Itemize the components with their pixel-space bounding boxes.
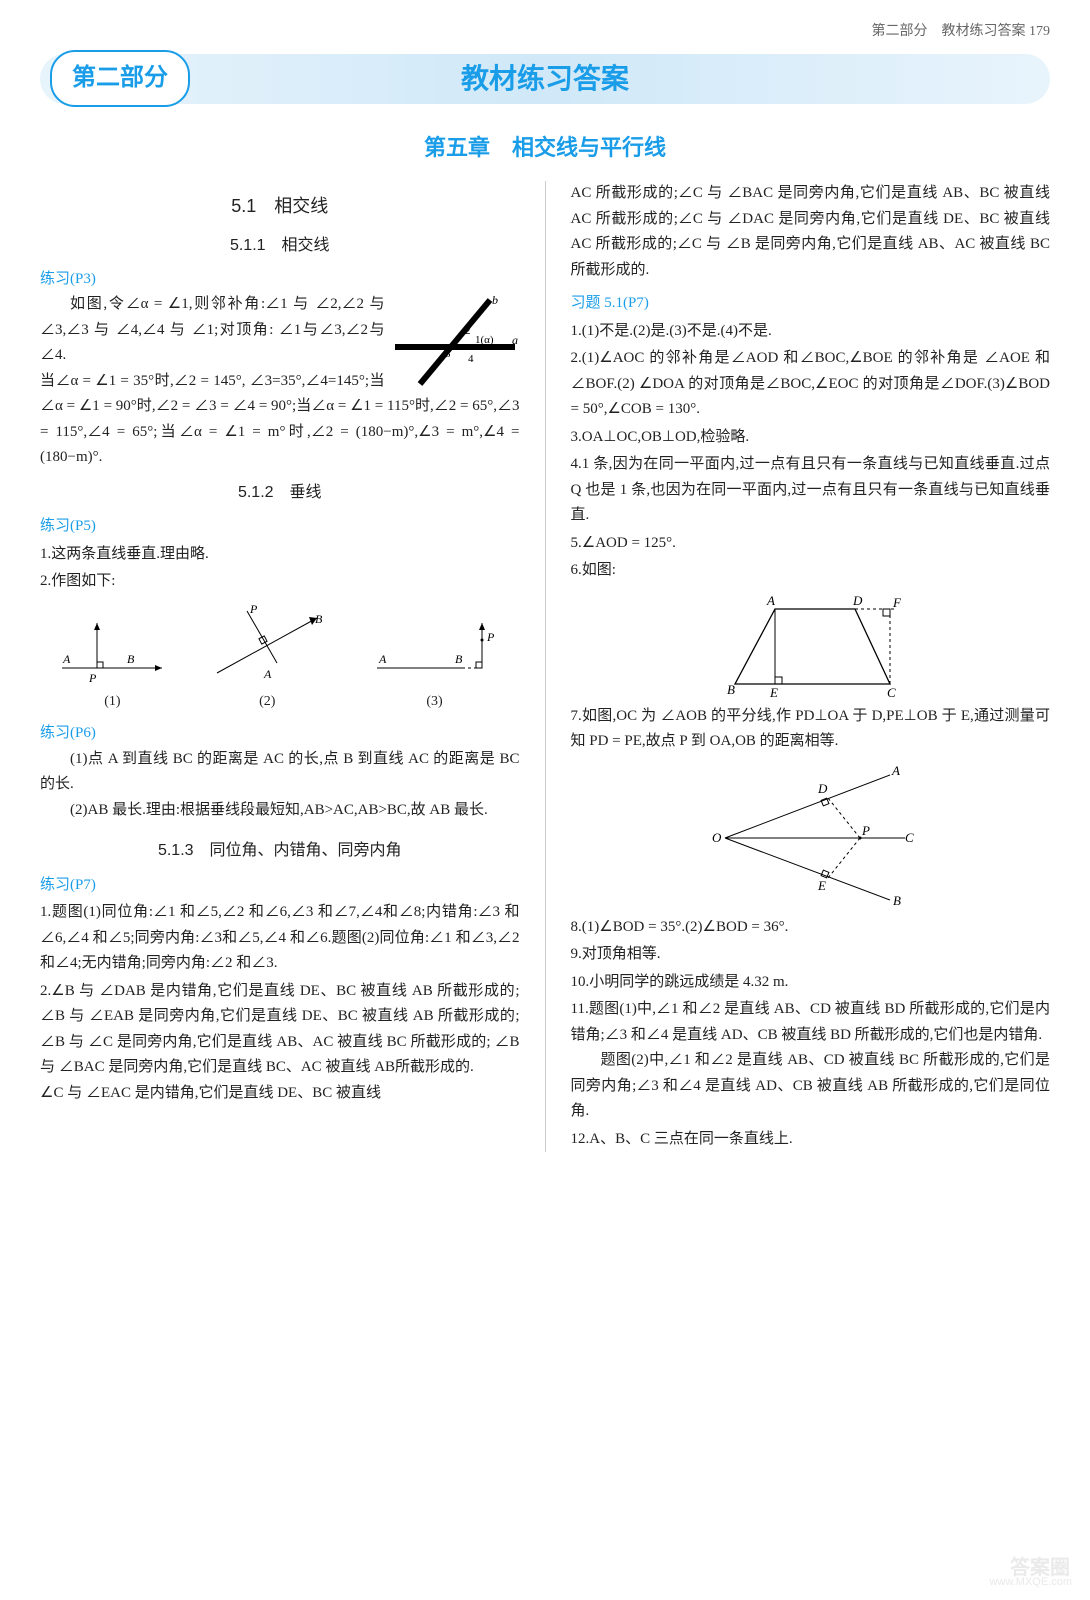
fig1: A P B (1) bbox=[57, 613, 167, 714]
svg-text:C: C bbox=[887, 685, 896, 699]
q11b: 题图(2)中,∠1 和∠2 是直线 AB、CD 被直线 BC 所截形成的,它们是… bbox=[571, 1048, 1051, 1125]
banner-badge: 第二部分 bbox=[50, 50, 190, 107]
svg-text:a: a bbox=[512, 333, 518, 347]
svg-text:B: B bbox=[315, 612, 323, 626]
practice-p5: 练习(P5) bbox=[40, 514, 520, 540]
q7: 7.如图,OC 为 ∠AOB 的平分线,作 PD⊥OA 于 D,PE⊥OB 于 … bbox=[571, 704, 1051, 755]
svg-text:2: 2 bbox=[465, 325, 471, 337]
figure-row: A P B (1) P B A (2) bbox=[40, 603, 520, 714]
banner-title: 教材练习答案 bbox=[461, 55, 629, 103]
p7-2: 2.∠B 与 ∠DAB 是内错角,它们是直线 DE、BC 被直线 AB 所截形成… bbox=[40, 979, 520, 1081]
fig1-label: (1) bbox=[57, 690, 167, 714]
p7-2b: ∠C 与 ∠EAC 是内错角,它们是直线 DE、BC 被直线 bbox=[40, 1081, 520, 1107]
fig3-label: (3) bbox=[367, 690, 502, 714]
q5: 5.∠AOD = 125°. bbox=[571, 531, 1051, 557]
practice-p3: 练习(P3) bbox=[40, 267, 520, 293]
fig3: A B P (3) bbox=[367, 613, 502, 714]
p6-1: (1)点 A 到直线 BC 的距离是 AC 的长,点 B 到直线 AC 的距离是… bbox=[40, 747, 520, 798]
fig2-label: (2) bbox=[202, 690, 332, 714]
q6-figure: A D F B E C bbox=[571, 589, 1051, 699]
svg-text:B: B bbox=[455, 652, 463, 666]
section-5-1-3: 5.1.3 同位角、内错角、同旁内角 bbox=[40, 837, 520, 864]
continuation: AC 所截形成的;∠C 与 ∠BAC 是同旁内角,它们是直线 AB、BC 被直线… bbox=[571, 181, 1051, 283]
p5-item1: 1.这两条直线垂直.理由略. bbox=[40, 542, 520, 568]
left-column: 5.1 相交线 5.1.1 相交线 练习(P3) a b 2 1(α) 3 4 … bbox=[40, 181, 520, 1152]
chapter-title: 第五章 相交线与平行线 bbox=[40, 129, 1050, 166]
banner: 第二部分 教材练习答案 bbox=[40, 54, 1050, 104]
exercise-5-1: 习题 5.1(P7) bbox=[571, 291, 1051, 317]
svg-text:P: P bbox=[249, 603, 258, 616]
svg-text:1(α): 1(α) bbox=[475, 334, 494, 346]
q11a: 11.题图(1)中,∠1 和∠2 是直线 AB、CD 被直线 BD 所截形成的,… bbox=[571, 997, 1051, 1048]
fig2: P B A (2) bbox=[202, 603, 332, 714]
watermark-url: www.MXQE.com bbox=[989, 1573, 1072, 1592]
q2: 2.(1)∠AOC 的邻补角是∠AOD 和∠BOC,∠BOE 的邻补角是 ∠AO… bbox=[571, 346, 1051, 423]
svg-text:E: E bbox=[769, 685, 778, 699]
q10: 10.小明同学的跳远成绩是 4.32 m. bbox=[571, 970, 1051, 996]
svg-text:D: D bbox=[817, 781, 828, 796]
p6-2: (2)AB 最长.理由:根据垂线段最短知,AB>AC,AB>BC,故 AB 最长… bbox=[40, 798, 520, 824]
svg-text:P: P bbox=[861, 823, 870, 838]
svg-text:C: C bbox=[905, 830, 914, 845]
svg-text:B: B bbox=[893, 893, 901, 908]
q9: 9.对顶角相等. bbox=[571, 942, 1051, 968]
svg-text:A: A bbox=[263, 667, 272, 681]
svg-text:O: O bbox=[712, 830, 722, 845]
svg-text:b: b bbox=[492, 293, 498, 307]
right-column: AC 所截形成的;∠C 与 ∠BAC 是同旁内角,它们是直线 AB、BC 被直线… bbox=[571, 181, 1051, 1152]
svg-text:D: D bbox=[852, 593, 863, 608]
svg-text:A: A bbox=[378, 652, 387, 666]
section-5-1-1: 5.1.1 相交线 bbox=[40, 232, 520, 259]
svg-text:A: A bbox=[766, 593, 775, 608]
practice-p6: 练习(P6) bbox=[40, 721, 520, 747]
section-5-1-2: 5.1.2 垂线 bbox=[40, 479, 520, 506]
svg-text:B: B bbox=[127, 652, 135, 666]
q8: 8.(1)∠BOD = 35°.(2)∠BOD = 36°. bbox=[571, 915, 1051, 941]
section-5-1: 5.1 相交线 bbox=[40, 191, 520, 222]
svg-text:P: P bbox=[486, 630, 495, 644]
q7-figure: O A D P C E B bbox=[571, 760, 1051, 910]
practice-p7: 练习(P7) bbox=[40, 873, 520, 899]
column-divider bbox=[545, 181, 546, 1152]
svg-text:4: 4 bbox=[468, 353, 474, 365]
svg-text:A: A bbox=[891, 763, 900, 778]
svg-text:P: P bbox=[88, 671, 97, 685]
svg-text:B: B bbox=[727, 682, 735, 697]
q1: 1.(1)不是.(2)是.(3)不是.(4)不是. bbox=[571, 319, 1051, 345]
svg-text:A: A bbox=[62, 652, 71, 666]
q12: 12.A、B、C 三点在同一条直线上. bbox=[571, 1127, 1051, 1153]
columns: 5.1 相交线 5.1.1 相交线 练习(P3) a b 2 1(α) 3 4 … bbox=[40, 181, 1050, 1152]
p5-item2: 2.作图如下: bbox=[40, 569, 520, 595]
angle-figure: a b 2 1(α) 3 4 bbox=[390, 292, 520, 392]
q4: 4.1 条,因为在同一平面内,过一点有且只有一条直线与已知直线垂直.过点 Q 也… bbox=[571, 452, 1051, 529]
svg-text:F: F bbox=[892, 595, 902, 610]
q3: 3.OA⊥OC,OB⊥OD,检验略. bbox=[571, 425, 1051, 451]
page-header: 第二部分 教材练习答案 179 bbox=[40, 20, 1050, 44]
q6: 6.如图: bbox=[571, 558, 1051, 584]
svg-text:E: E bbox=[817, 878, 826, 893]
svg-text:3: 3 bbox=[445, 348, 451, 360]
p7-1: 1.题图(1)同位角:∠1 和∠5,∠2 和∠6,∠3 和∠7,∠4和∠8;内错… bbox=[40, 900, 520, 977]
